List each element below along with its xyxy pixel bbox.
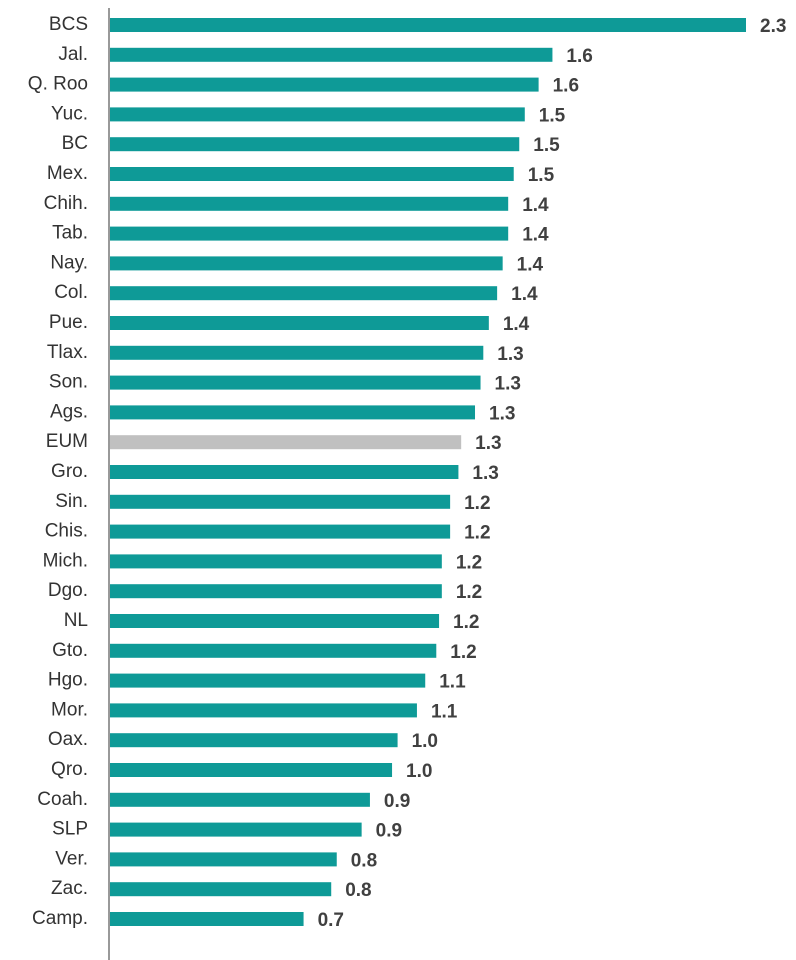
bar [110, 316, 489, 330]
y-tick-label: Mex. [47, 163, 88, 184]
value-label: 1.4 [522, 195, 549, 216]
bar [110, 554, 442, 569]
bar [110, 614, 440, 628]
y-tick-label: NL [64, 610, 88, 631]
bar [110, 912, 304, 926]
bar [110, 47, 553, 62]
y-tick-label: Jal. [58, 44, 88, 65]
y-tick-label: Oax. [48, 729, 88, 750]
bar [110, 822, 362, 837]
bar [110, 196, 509, 211]
y-tick-label: BC [62, 133, 88, 154]
bar [110, 435, 462, 450]
value-label: 1.5 [539, 105, 566, 126]
y-tick-label: Camp. [32, 908, 88, 929]
y-tick-label: Ver. [55, 848, 88, 869]
value-label: 1.4 [511, 284, 538, 305]
value-label: 0.8 [351, 850, 377, 871]
bar [110, 107, 525, 122]
y-tick-label: Pue. [49, 312, 88, 333]
y-tick-label: SLP [52, 819, 88, 840]
y-tick-label: Sin. [55, 491, 88, 512]
value-label: 1.2 [456, 552, 482, 573]
bar [110, 18, 746, 32]
value-label: 1.5 [533, 135, 560, 156]
y-tick-label: Nay. [50, 252, 88, 273]
value-label: 1.2 [464, 523, 490, 544]
value-label: 1.3 [475, 433, 501, 454]
y-tick-label: Gto. [52, 640, 88, 661]
bar [110, 494, 451, 509]
value-label: 1.3 [497, 344, 523, 365]
bar [110, 77, 539, 92]
value-label: 1.6 [553, 76, 579, 97]
y-tick-label: EUM [46, 431, 88, 452]
bar [110, 465, 459, 479]
value-label: 1.3 [495, 374, 521, 395]
value-label: 1.6 [566, 46, 592, 67]
bar [110, 643, 437, 658]
y-tick-label: Chih. [44, 193, 88, 214]
value-label: 1.3 [472, 463, 498, 484]
value-label: 1.0 [412, 731, 438, 752]
bar [110, 405, 476, 420]
y-tick-label: Zac. [51, 878, 88, 899]
bar [110, 673, 426, 688]
y-tick-label: Yuc. [51, 103, 88, 124]
value-label: 1.4 [517, 254, 544, 275]
value-label: 0.7 [318, 910, 344, 931]
bar [110, 584, 442, 599]
value-label: 1.0 [406, 761, 432, 782]
value-label: 1.4 [503, 314, 530, 335]
bar [110, 763, 393, 777]
value-label: 0.8 [345, 880, 371, 901]
y-tick-label: Q. Roo [28, 74, 88, 95]
bar [110, 226, 509, 241]
bar [110, 524, 451, 539]
bar [110, 345, 484, 360]
value-label: 1.2 [453, 612, 479, 633]
value-label: 1.3 [489, 403, 515, 424]
y-tick-label: Coah. [37, 789, 88, 810]
value-label: 1.2 [450, 642, 476, 663]
bar [110, 137, 520, 152]
value-label: 1.1 [439, 672, 466, 693]
bar [110, 286, 498, 301]
y-tick-label: Chis. [45, 521, 88, 542]
y-tick-label: Tab. [52, 223, 88, 244]
y-tick-label: Gro. [51, 461, 88, 482]
bar [110, 882, 332, 897]
value-label: 1.2 [464, 493, 490, 514]
value-label: 0.9 [376, 821, 402, 842]
y-tick-label: Dgo. [48, 580, 88, 601]
value-label: 0.9 [384, 791, 410, 812]
y-tick-label: Son. [49, 372, 88, 393]
value-label: 1.1 [431, 701, 458, 722]
bar [110, 792, 370, 807]
y-tick-label: Hgo. [48, 670, 88, 691]
y-tick-label: Ags. [50, 401, 88, 422]
y-tick-label: Col. [54, 282, 88, 303]
bar [110, 733, 398, 748]
value-label: 1.2 [456, 582, 482, 603]
y-tick-label: BCS [49, 14, 88, 35]
bar [110, 375, 481, 390]
bar [110, 852, 337, 867]
bar [110, 167, 514, 181]
value-label: 1.5 [528, 165, 555, 186]
bar [110, 703, 417, 718]
value-label: 2.3 [760, 16, 786, 37]
y-tick-label: Mich. [43, 550, 88, 571]
y-tick-label: Mor. [51, 699, 88, 720]
value-label: 1.4 [522, 225, 549, 246]
y-tick-label: Tlax. [47, 342, 88, 363]
bar [110, 256, 503, 271]
y-tick-label: Qro. [51, 759, 88, 780]
